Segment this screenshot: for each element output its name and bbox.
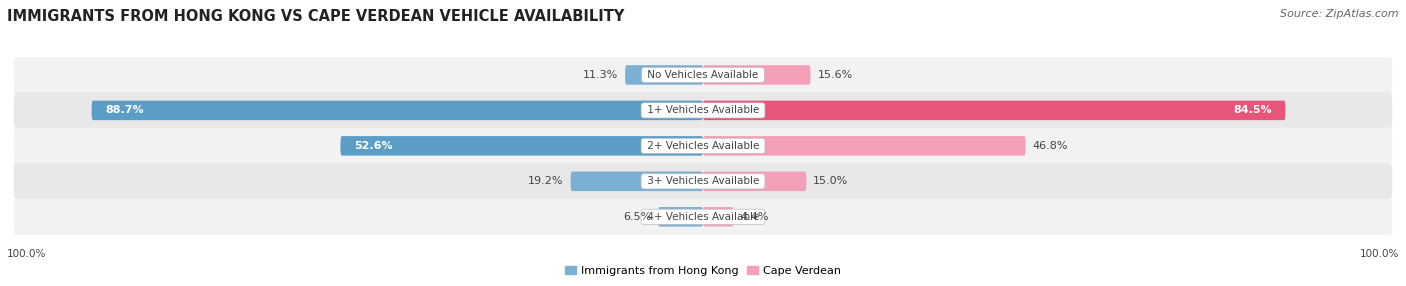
FancyBboxPatch shape	[14, 163, 1392, 199]
Text: 100.0%: 100.0%	[7, 249, 46, 259]
Text: 15.0%: 15.0%	[813, 176, 849, 186]
FancyBboxPatch shape	[91, 101, 703, 120]
Text: 52.6%: 52.6%	[354, 141, 392, 151]
Text: 84.5%: 84.5%	[1233, 106, 1271, 115]
FancyBboxPatch shape	[571, 172, 703, 191]
Text: 6.5%: 6.5%	[623, 212, 651, 222]
Text: 19.2%: 19.2%	[529, 176, 564, 186]
FancyBboxPatch shape	[703, 65, 810, 85]
FancyBboxPatch shape	[340, 136, 703, 156]
Text: 4+ Vehicles Available: 4+ Vehicles Available	[644, 212, 762, 222]
Text: 4.4%: 4.4%	[740, 212, 769, 222]
FancyBboxPatch shape	[703, 101, 1285, 120]
Text: 1+ Vehicles Available: 1+ Vehicles Available	[644, 106, 762, 115]
Text: 46.8%: 46.8%	[1032, 141, 1069, 151]
Text: Source: ZipAtlas.com: Source: ZipAtlas.com	[1281, 9, 1399, 19]
Text: 2+ Vehicles Available: 2+ Vehicles Available	[644, 141, 762, 151]
Text: 88.7%: 88.7%	[105, 106, 143, 115]
Text: 100.0%: 100.0%	[1360, 249, 1399, 259]
FancyBboxPatch shape	[626, 65, 703, 85]
FancyBboxPatch shape	[703, 172, 807, 191]
FancyBboxPatch shape	[14, 199, 1392, 235]
FancyBboxPatch shape	[14, 128, 1392, 164]
Text: 3+ Vehicles Available: 3+ Vehicles Available	[644, 176, 762, 186]
FancyBboxPatch shape	[658, 207, 703, 227]
Text: 11.3%: 11.3%	[583, 70, 619, 80]
FancyBboxPatch shape	[14, 57, 1392, 93]
FancyBboxPatch shape	[703, 136, 1025, 156]
FancyBboxPatch shape	[14, 92, 1392, 128]
FancyBboxPatch shape	[703, 207, 734, 227]
Text: IMMIGRANTS FROM HONG KONG VS CAPE VERDEAN VEHICLE AVAILABILITY: IMMIGRANTS FROM HONG KONG VS CAPE VERDEA…	[7, 9, 624, 23]
Text: 15.6%: 15.6%	[817, 70, 852, 80]
Text: No Vehicles Available: No Vehicles Available	[644, 70, 762, 80]
Legend: Immigrants from Hong Kong, Cape Verdean: Immigrants from Hong Kong, Cape Verdean	[561, 261, 845, 281]
